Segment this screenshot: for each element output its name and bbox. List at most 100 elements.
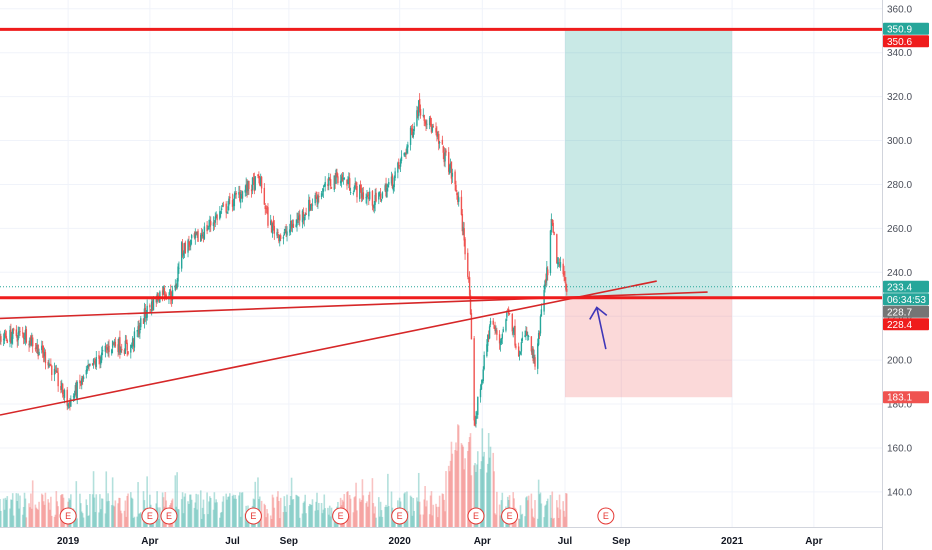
candle-body <box>511 313 514 332</box>
candle-body <box>508 313 511 314</box>
candle-body <box>318 196 320 198</box>
candle-body <box>545 278 547 283</box>
volume-bar <box>107 493 109 527</box>
candle-body <box>127 351 129 355</box>
candle-body <box>60 385 62 390</box>
candle-body <box>175 285 177 287</box>
candle-body <box>120 350 122 353</box>
volume-bar <box>99 494 101 527</box>
candle-body <box>143 308 146 323</box>
candle-body <box>405 152 407 155</box>
candle-body <box>130 345 132 353</box>
volume-bar <box>193 507 196 527</box>
volume-bar <box>119 497 121 527</box>
candle-body <box>285 230 287 235</box>
volume-bar <box>42 501 45 527</box>
volume-bar <box>417 472 420 527</box>
volume-bar <box>302 502 305 527</box>
candle-body <box>355 182 357 186</box>
volume-bar <box>367 506 369 527</box>
candle-body <box>62 394 65 397</box>
volume-bar <box>92 471 95 527</box>
candle-body <box>95 356 97 367</box>
volume-bar <box>75 481 78 527</box>
candle-body <box>145 316 147 319</box>
candle-body <box>534 357 536 367</box>
candle-body <box>557 262 560 264</box>
candle-body <box>438 133 440 144</box>
volume-bar <box>449 460 452 527</box>
volume-bar <box>488 457 491 527</box>
candle-body <box>513 327 515 333</box>
candle-body <box>70 399 72 407</box>
candle-body <box>225 203 227 213</box>
volume-bar <box>94 512 97 527</box>
candle-body <box>43 352 46 357</box>
volume-bar <box>330 507 333 527</box>
volume-bar <box>297 496 299 527</box>
volume-bar <box>390 491 393 527</box>
volume-bar <box>41 494 44 527</box>
candle-body <box>488 326 491 339</box>
volume-bar <box>486 463 489 527</box>
candle-body <box>468 277 470 280</box>
candle-body <box>386 188 388 198</box>
candle-body <box>87 365 89 368</box>
candle-body <box>265 207 267 209</box>
earnings-marker-label: E <box>507 511 513 521</box>
volume-bar <box>123 510 126 527</box>
candle-body <box>489 320 492 325</box>
volume-bar <box>308 503 311 527</box>
candle-body <box>337 176 339 184</box>
candle-body <box>559 261 562 268</box>
volume-bar <box>36 508 39 527</box>
candle-body <box>435 128 437 133</box>
candle-body <box>492 320 494 325</box>
volume-bar <box>445 471 447 527</box>
candle-body <box>384 185 386 191</box>
volume-bar <box>50 515 53 527</box>
candle-body <box>264 206 266 210</box>
candle-body <box>260 176 263 189</box>
volume-bar <box>358 498 361 527</box>
candle-body <box>419 109 422 116</box>
volume-bar <box>304 494 307 527</box>
volume-bar <box>38 501 40 527</box>
price-badge <box>883 35 929 48</box>
candle-body <box>81 376 84 380</box>
candle-body <box>17 332 19 341</box>
volume-bar <box>17 493 19 527</box>
volume-bar <box>91 494 94 527</box>
candle-body <box>483 354 485 370</box>
candle-body <box>276 232 278 236</box>
candle-body <box>82 376 85 380</box>
volume-bar <box>219 517 221 527</box>
candle-body <box>4 333 7 337</box>
candle-body <box>123 349 126 355</box>
candle-body <box>505 319 507 331</box>
candle-body <box>244 189 246 193</box>
volume-bar <box>137 482 139 527</box>
volume-bar <box>239 492 241 527</box>
earnings-marker-label: E <box>338 511 344 521</box>
candle-body <box>240 196 243 199</box>
candle-body <box>163 287 166 296</box>
candle-body <box>202 235 205 239</box>
candle-body <box>193 233 196 238</box>
volume-bar <box>111 477 114 527</box>
volume-bar <box>110 505 113 527</box>
volume-bar <box>323 494 326 527</box>
volume-bar <box>501 492 504 527</box>
volume-bar <box>234 494 237 527</box>
volume-bar <box>0 498 1 527</box>
candle-body <box>31 338 33 346</box>
volume-bar <box>106 501 108 527</box>
candle-body <box>543 290 545 312</box>
x-tick-label: 2019 <box>57 536 80 547</box>
candle-body <box>381 192 384 199</box>
candle-body <box>303 216 305 221</box>
candle-body <box>101 350 104 352</box>
candle-body <box>29 337 31 345</box>
